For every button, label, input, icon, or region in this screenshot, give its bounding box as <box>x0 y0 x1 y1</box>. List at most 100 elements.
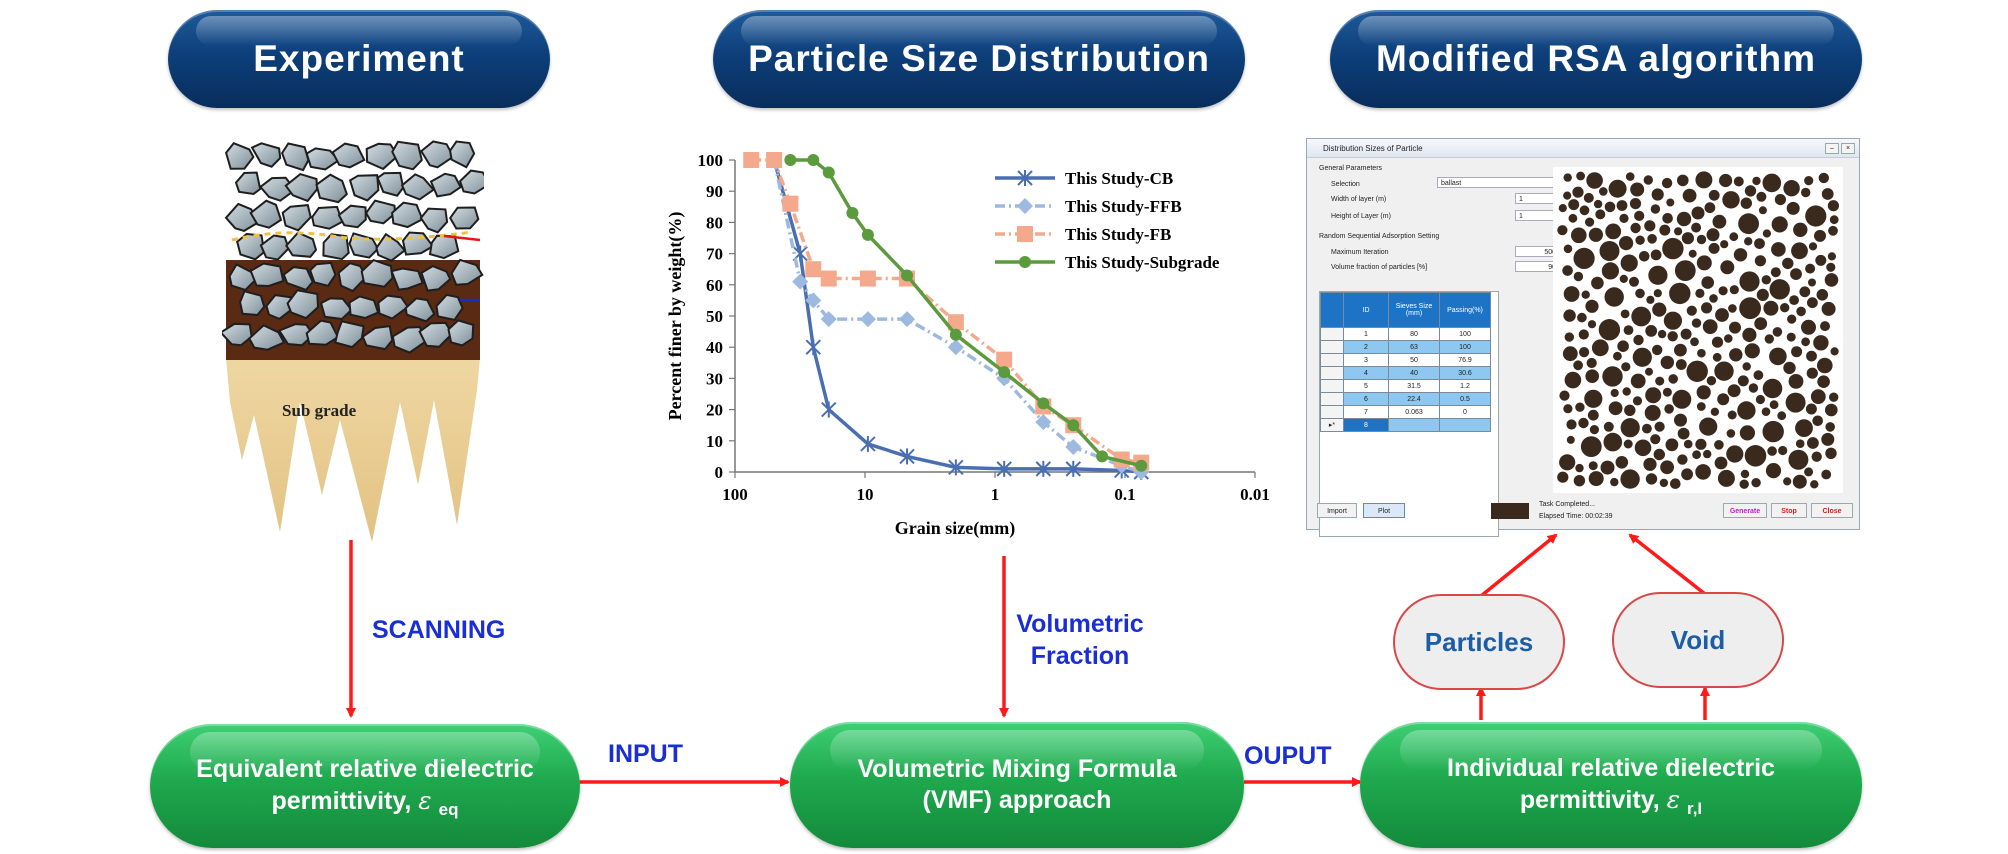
particle <box>1668 374 1678 384</box>
row-header-cell: ▸* <box>1320 418 1344 432</box>
particle <box>1682 188 1697 203</box>
particle <box>1737 401 1756 420</box>
data-point <box>948 459 964 476</box>
table-cell[interactable]: 1 <box>1343 327 1389 341</box>
particle <box>1629 198 1642 210</box>
ballast-rock <box>458 169 484 195</box>
y-tick-label: 30 <box>706 369 723 388</box>
particle <box>1620 418 1640 438</box>
box-particles: Particles <box>1393 594 1565 690</box>
ballast-rock <box>236 232 266 261</box>
particle <box>1691 222 1702 233</box>
particle <box>1645 367 1653 376</box>
x-tick-label: 0.1 <box>1114 485 1135 504</box>
stop-button[interactable]: Stop <box>1771 503 1807 518</box>
particle <box>1808 278 1816 287</box>
particle <box>1761 407 1771 416</box>
particle <box>1767 446 1777 456</box>
particle <box>1646 295 1655 304</box>
x-tick-label: 100 <box>722 485 748 504</box>
minimize-button[interactable]: – <box>1825 143 1839 154</box>
label-scanning: SCANNING <box>372 616 506 644</box>
generate-button[interactable]: Generate <box>1723 503 1767 518</box>
table-cell[interactable]: 5 <box>1343 379 1389 393</box>
close-window-button[interactable]: × <box>1841 143 1855 154</box>
table-cell[interactable]: 100 <box>1439 327 1491 341</box>
particle <box>1729 232 1739 242</box>
particle <box>1748 383 1759 393</box>
ballast-rock <box>348 174 380 202</box>
ballast-rock <box>265 294 293 321</box>
particle <box>1695 288 1705 298</box>
particle-color-swatch[interactable] <box>1491 503 1529 519</box>
particle <box>1830 347 1839 356</box>
table-cell[interactable]: 100 <box>1439 340 1491 354</box>
particle <box>1559 454 1576 471</box>
table-row[interactable]: ▸* 8 <box>1320 418 1491 432</box>
particle <box>1603 432 1623 452</box>
particle <box>1788 374 1804 389</box>
data-point <box>947 339 964 356</box>
table-cell[interactable] <box>1439 418 1491 432</box>
particle <box>1820 321 1830 332</box>
particle <box>1642 423 1652 434</box>
particle <box>1770 267 1781 278</box>
particle <box>1625 172 1635 181</box>
particle <box>1744 237 1753 246</box>
import-button[interactable]: Import <box>1317 503 1357 518</box>
table-cell[interactable]: 50 <box>1388 353 1440 367</box>
table-cell[interactable]: 1.2 <box>1439 379 1491 393</box>
particle <box>1677 427 1690 440</box>
table-cell[interactable]: 76.9 <box>1439 353 1491 367</box>
particle <box>1677 174 1689 187</box>
box-equivalent-permittivity: Equivalent relative dielectric permittiv… <box>150 724 580 848</box>
data-point <box>846 207 859 220</box>
ballast-rock <box>360 258 394 288</box>
table-row[interactable]: 5 31.5 1.2 <box>1320 379 1491 393</box>
particle <box>1704 202 1716 214</box>
particle <box>1674 260 1696 281</box>
particle <box>1752 176 1761 186</box>
data-point <box>820 311 837 328</box>
particle <box>1813 335 1829 351</box>
particle <box>1691 318 1702 328</box>
ballast-rock <box>419 207 449 234</box>
header-psd-label: Particle Size Distribution <box>748 38 1210 79</box>
particle <box>1806 350 1817 362</box>
table-row[interactable]: 4 40 30.6 <box>1320 366 1491 380</box>
plot-button[interactable]: Plot <box>1363 503 1405 518</box>
table-cell[interactable]: 30.6 <box>1439 366 1491 380</box>
particle <box>1774 194 1786 206</box>
particle <box>1754 317 1768 330</box>
particle <box>1754 238 1765 249</box>
ballast-rock <box>286 289 320 320</box>
ballast-rock <box>224 202 262 232</box>
legend-entry: This Study-FB <box>1065 225 1171 244</box>
ballast-rock <box>364 199 396 225</box>
table-row[interactable]: 1 80 100 <box>1320 327 1491 341</box>
table-cell[interactable]: 80 <box>1388 327 1440 341</box>
particle <box>1829 215 1839 225</box>
particle <box>1670 478 1681 490</box>
row-header-cell <box>1320 327 1344 341</box>
particle <box>1557 225 1568 236</box>
particle <box>1644 220 1656 232</box>
particle <box>1617 340 1629 352</box>
table-cell[interactable] <box>1388 418 1440 432</box>
legend-entry: This Study-CB <box>1065 169 1173 188</box>
table-cell[interactable]: 0.5 <box>1439 392 1491 406</box>
close-button[interactable]: Close <box>1811 503 1853 518</box>
particle <box>1739 425 1755 441</box>
table-row[interactable]: 3 50 76.9 <box>1320 353 1491 367</box>
table-row[interactable]: 7 0.063 0 <box>1320 405 1491 419</box>
table-cell[interactable]: 7 <box>1343 405 1389 419</box>
equivalent-subscript: eq <box>438 799 459 819</box>
table-cell[interactable]: 8 <box>1343 418 1389 432</box>
table-cell[interactable]: 31.5 <box>1388 379 1440 393</box>
data-point <box>899 311 916 328</box>
particle <box>1573 247 1595 269</box>
particle <box>1808 242 1818 251</box>
particle <box>1762 420 1784 443</box>
particle <box>1615 456 1629 469</box>
legend-entry: This Study-FFB <box>1065 197 1182 216</box>
